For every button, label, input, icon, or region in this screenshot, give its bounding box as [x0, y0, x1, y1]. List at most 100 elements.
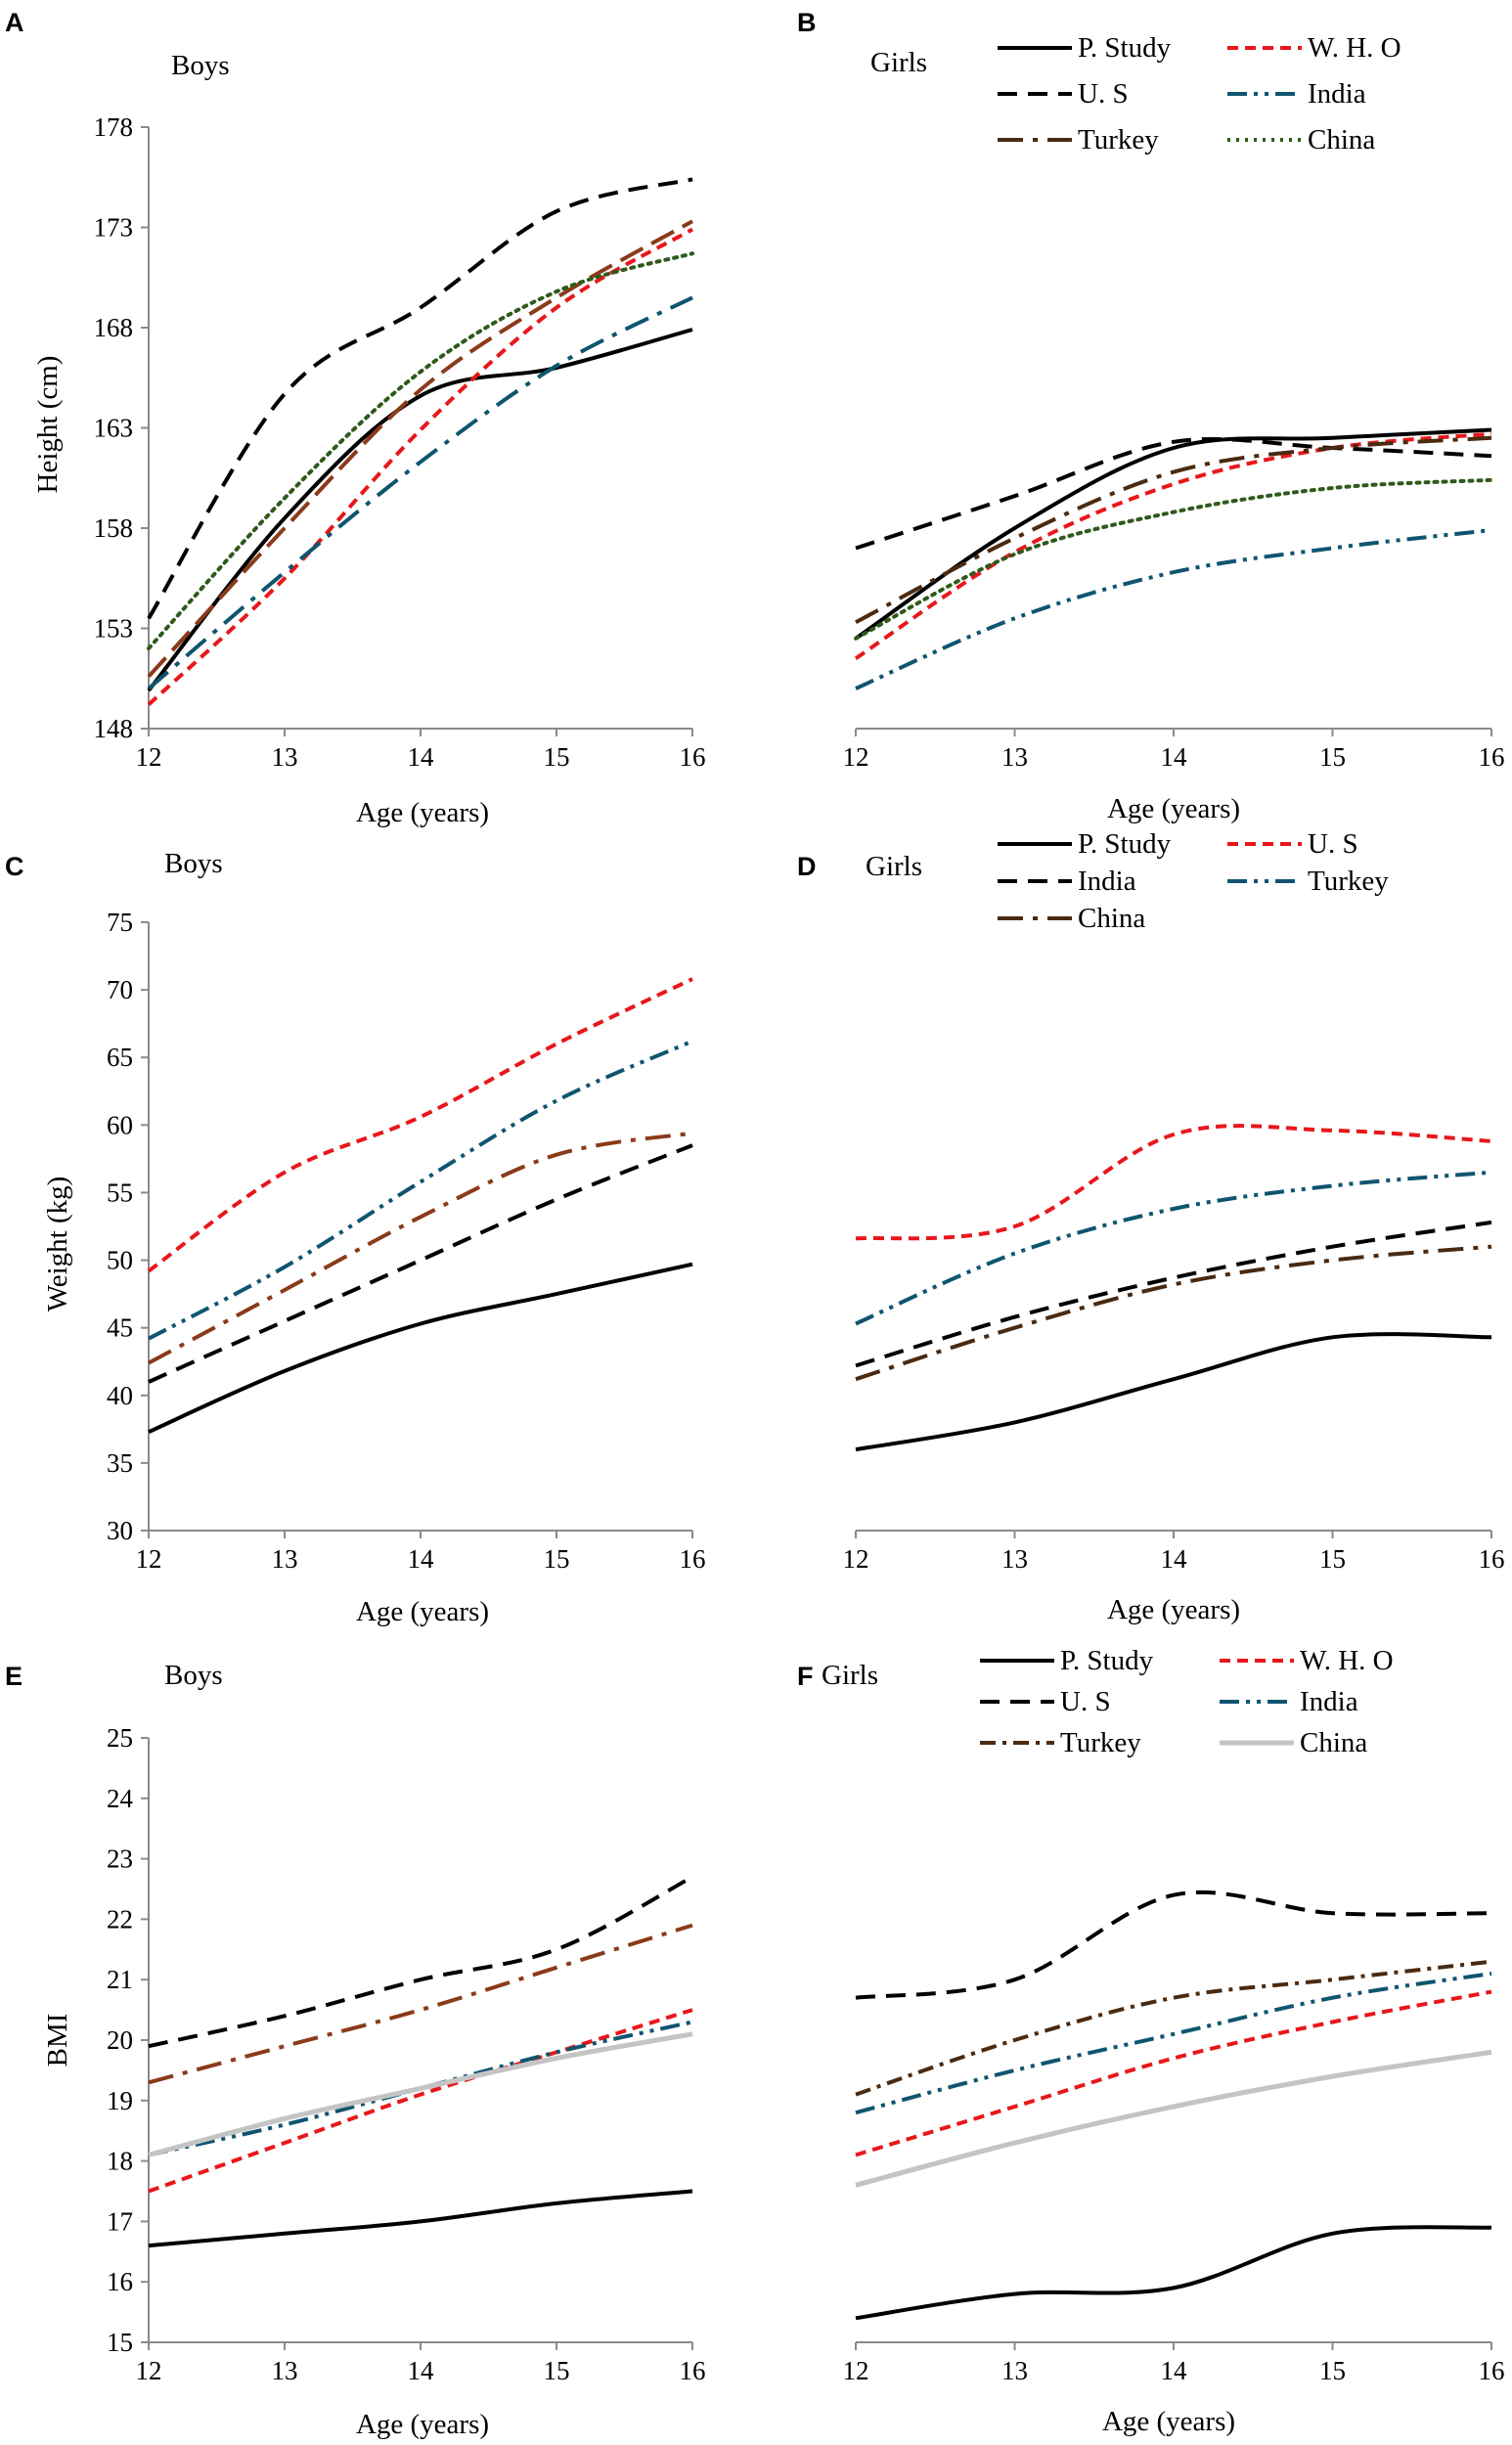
y-axis-title: Weight (kg)	[42, 1177, 73, 1312]
legend-label-china: China	[1308, 124, 1375, 156]
x-tick-label: 12	[136, 1544, 162, 1574]
y-tick-label: 35	[107, 1448, 133, 1478]
x-tick-label: 16	[1479, 2356, 1505, 2385]
x-tick-label: 16	[1479, 1544, 1505, 1574]
series-line-india	[148, 1143, 693, 1384]
panel-letter: F	[797, 1662, 814, 1691]
legend-label-p-study: P. Study	[1078, 828, 1172, 860]
plot-area: 12 13 14 15 16	[843, 427, 1505, 772]
x-tick-label: 12	[843, 2356, 869, 2385]
x-tick-label: 12	[136, 742, 162, 772]
y-tick-label: 25	[107, 1723, 133, 1753]
legend-label-p-study: P. Study	[1078, 32, 1172, 64]
legend-label-w-h-o: W. H. O	[1300, 1645, 1394, 1676]
series-line-china	[148, 2031, 693, 2157]
x-tick-label: 12	[136, 2356, 162, 2385]
series-line-china	[147, 251, 694, 650]
x-axis-title: Age (years)	[1102, 2406, 1235, 2437]
x-tick-label: 15	[544, 742, 570, 772]
x-tick-label: 13	[272, 2356, 298, 2385]
y-tick-label: 18	[107, 2147, 133, 2176]
series-line-u-s	[855, 1124, 1492, 1241]
series-line-p-study	[854, 427, 1492, 641]
x-tick-label: 14	[1161, 1544, 1188, 1574]
series-line-turkey	[148, 1039, 693, 1341]
y-tick-label: 55	[107, 1178, 133, 1207]
series-line-india	[855, 528, 1492, 690]
series-line-turkey	[855, 1959, 1492, 2097]
y-tick-label: 153	[94, 614, 134, 644]
y-tick-label: 45	[107, 1313, 133, 1343]
series-line-u-s	[147, 177, 693, 620]
plot-area: 12 13 14 15 16	[843, 1889, 1505, 2385]
y-tick-label: 173	[94, 213, 134, 243]
legend-label-turkey: Turkey	[1060, 1727, 1141, 1758]
series-line-turkey	[148, 1923, 693, 2085]
panel-e-bmi-boys: E Boys BMI Age (years) 12 13 14 15 161516171…	[5, 1660, 706, 2440]
panel-f-bmi-girls: F Girls Age (years) 12 13 14 15 16 P. Study W…	[797, 1645, 1505, 2437]
panel-letter: B	[797, 8, 817, 37]
x-axis-title: Age (years)	[1107, 793, 1240, 824]
legend-label-china: China	[1078, 903, 1145, 934]
legend-label-u-s: U. S	[1060, 1686, 1111, 1717]
x-tick-label: 14	[408, 2356, 435, 2385]
x-axis-title: Age (years)	[356, 797, 489, 828]
panel-a-height-boys: A Boys Height (cm) Age (years) 12 13 14 15 1…	[5, 8, 706, 828]
series-line-p-study	[855, 1332, 1492, 1452]
x-tick-label: 16	[680, 2356, 706, 2385]
y-tick-label: 22	[107, 1904, 133, 1934]
y-tick-label: 50	[107, 1246, 133, 1275]
panel-letter: E	[5, 1662, 22, 1691]
legend-label-u-s: U. S	[1078, 78, 1129, 110]
y-axis-title: BMI	[42, 2014, 73, 2067]
series-line-w-h-o	[855, 1989, 1492, 2157]
legend-label-turkey: Turkey	[1308, 866, 1389, 897]
y-tick-label: 16	[107, 2267, 133, 2296]
panel-title: Girls	[822, 1660, 878, 1691]
panel-title: Boys	[164, 848, 223, 879]
legend-label-india: India	[1308, 78, 1366, 110]
panel-c-weight-boys: C Boys Weight (kg) Age (years) 12 13 14 15 1…	[5, 848, 706, 1627]
series-line-india	[147, 295, 693, 690]
y-tick-label: 21	[107, 1965, 133, 1994]
series-line-turkey	[147, 219, 693, 679]
series-line-india	[855, 1972, 1492, 2115]
panel-letter: D	[797, 852, 817, 881]
x-tick-label: 13	[1001, 1544, 1028, 1574]
panel-d-weight-girls: D Girls Age (years) 12 13 14 15 16 P. Study U…	[797, 828, 1505, 1625]
series-line-p-study	[148, 1262, 693, 1434]
y-tick-label: 40	[107, 1381, 133, 1410]
y-tick-label: 30	[107, 1516, 133, 1545]
series-line-w-h-o	[147, 227, 693, 706]
y-tick-label: 178	[94, 112, 134, 142]
plot-area: 12 13 14 15 16 30 35 40 45 50 55 60 65 70 75	[107, 908, 706, 1574]
y-tick-label: 23	[107, 1845, 133, 1874]
series-line-u-s	[855, 436, 1492, 551]
series-line-w-h-o	[854, 431, 1492, 660]
legend: P. Study U. S India Turkey China	[998, 828, 1389, 934]
x-tick-label: 13	[272, 742, 298, 772]
panel-title: Boys	[164, 1660, 223, 1691]
legend-label-p-study: P. Study	[1060, 1645, 1154, 1676]
x-tick-label: 12	[843, 742, 869, 772]
y-tick-label: 70	[107, 975, 133, 1004]
series-line-u-s	[855, 1889, 1492, 2000]
y-tick-label: 75	[107, 908, 133, 937]
x-tick-label: 15	[544, 2356, 570, 2385]
y-tick-label: 148	[94, 714, 134, 743]
legend-label-india: India	[1078, 866, 1136, 897]
panel-title: Boys	[171, 50, 230, 81]
y-tick-label: 20	[107, 2025, 133, 2055]
legend-label-turkey: Turkey	[1078, 124, 1159, 156]
x-tick-label: 14	[408, 742, 435, 772]
series-line-china	[854, 477, 1493, 641]
series-line-p-study	[855, 2225, 1492, 2321]
x-tick-label: 15	[1319, 2356, 1346, 2385]
series-line-china	[855, 1244, 1492, 1382]
y-tick-label: 19	[107, 2086, 133, 2115]
legend-label-u-s: U. S	[1308, 828, 1358, 860]
y-tick-label: 60	[107, 1110, 133, 1139]
x-tick-label: 14	[1161, 742, 1188, 772]
panel-title: Girls	[870, 47, 927, 78]
